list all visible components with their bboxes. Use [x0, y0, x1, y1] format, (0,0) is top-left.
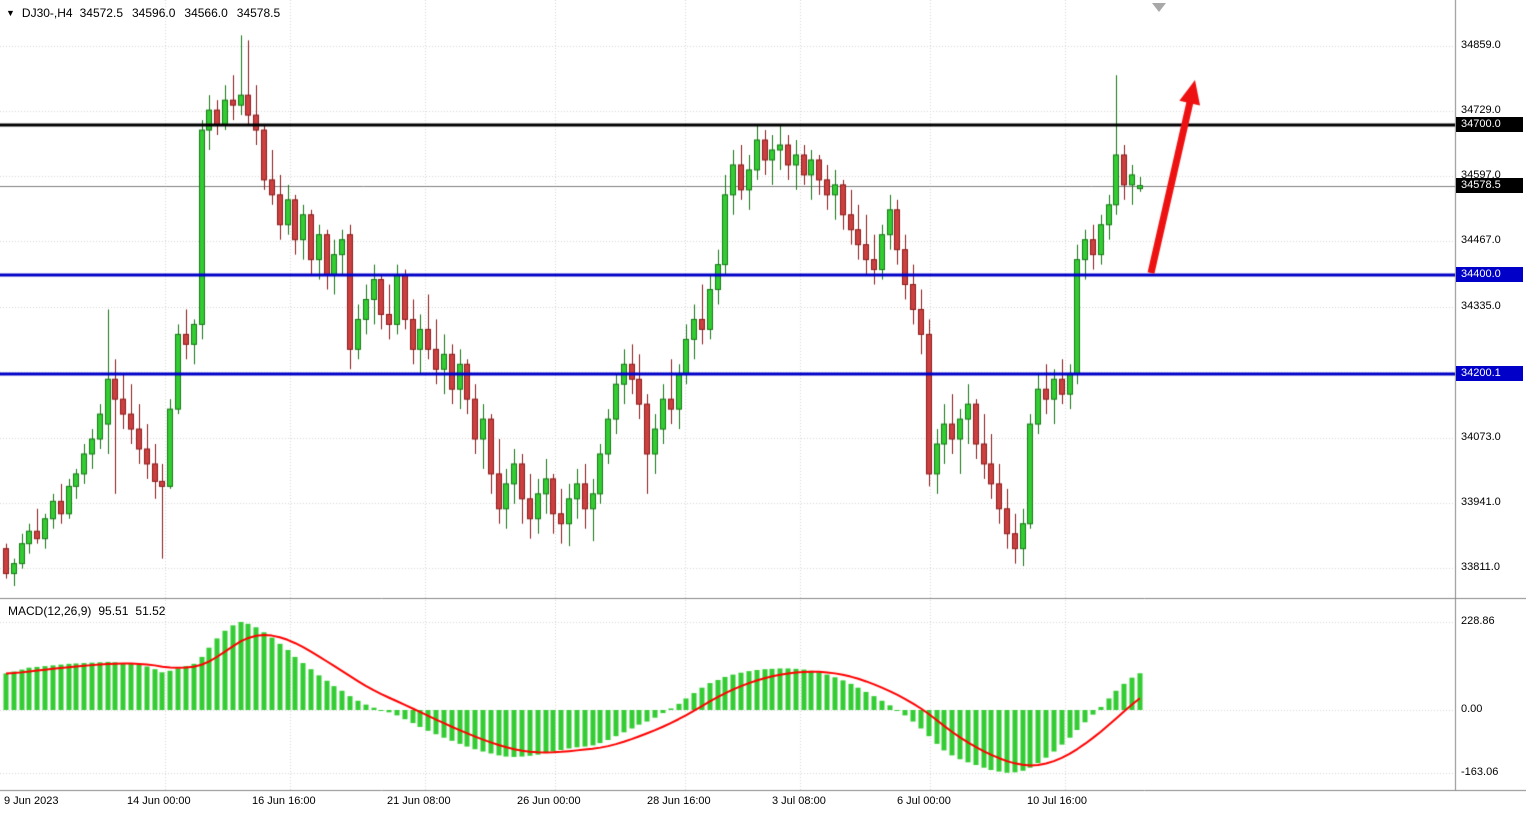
price-axis-label: 33811.0	[1461, 561, 1500, 574]
time-axis-label: 3 Jul 08:00	[772, 795, 826, 807]
time-axis[interactable]: 9 Jun 2023 14 Jun 00:00 16 Jun 16:00 21 Jun…	[0, 790, 1526, 813]
resistance-line-badge: 34700.0	[1456, 117, 1523, 133]
price-axis[interactable]: 34859.0 34729.0 34597.0 34467.0 34335.0 34073…	[1455, 0, 1526, 790]
macd-axis-label: -163.06	[1461, 765, 1499, 778]
price-axis-label: 34335.0	[1461, 299, 1501, 312]
support-line-badge-2: 34200.1	[1456, 366, 1523, 382]
macd-signal-value: 51.52	[135, 604, 166, 618]
symbol-period-label: DJ30-,H4	[21, 6, 73, 20]
support-line-badge-1: 34400.0	[1456, 266, 1523, 282]
price-axis-label: 34467.0	[1461, 234, 1501, 247]
time-axis-label: 14 Jun 00:00	[127, 795, 191, 807]
chart-title-bar: ▼ DJ30-,H4 34572.5 34596.0 34566.0 34578…	[6, 6, 280, 20]
time-axis-label: 28 Jun 16:00	[647, 795, 711, 807]
macd-axis-label: 228.86	[1461, 614, 1495, 627]
open-value: 34572.5	[79, 6, 123, 20]
low-value: 34566.0	[184, 6, 228, 20]
time-axis-label: 6 Jul 00:00	[897, 795, 951, 807]
time-axis-label: 9 Jun 2023	[4, 795, 59, 807]
bid-price-badge: 34578.5	[1456, 177, 1523, 193]
price-axis-label: 33941.0	[1461, 496, 1501, 509]
macd-axis-label: 0.00	[1461, 703, 1483, 715]
time-axis-label: 26 Jun 00:00	[517, 795, 581, 807]
symbol-dropdown-icon: ▼	[6, 8, 15, 18]
price-axis-label: 34859.0	[1461, 38, 1501, 51]
macd-main-value: 95.51	[98, 604, 129, 618]
high-value: 34596.0	[132, 6, 176, 20]
time-axis-label: 10 Jul 16:00	[1027, 795, 1087, 807]
close-value: 34578.5	[236, 6, 281, 20]
time-axis-label: 21 Jun 08:00	[387, 795, 451, 807]
macd-name: MACD(12,26,9)	[8, 604, 92, 618]
ohlc-readout: 34572.5 34596.0 34566.0 34578.5	[80, 6, 281, 20]
price-axis-label: 34073.0	[1461, 430, 1501, 443]
price-axis-label: 34729.0	[1461, 103, 1501, 116]
chart-shift-marker-icon[interactable]	[1152, 3, 1166, 12]
macd-indicator-label: MACD(12,26,9) 95.51 51.52	[8, 604, 165, 618]
time-axis-label: 16 Jun 16:00	[252, 795, 316, 807]
